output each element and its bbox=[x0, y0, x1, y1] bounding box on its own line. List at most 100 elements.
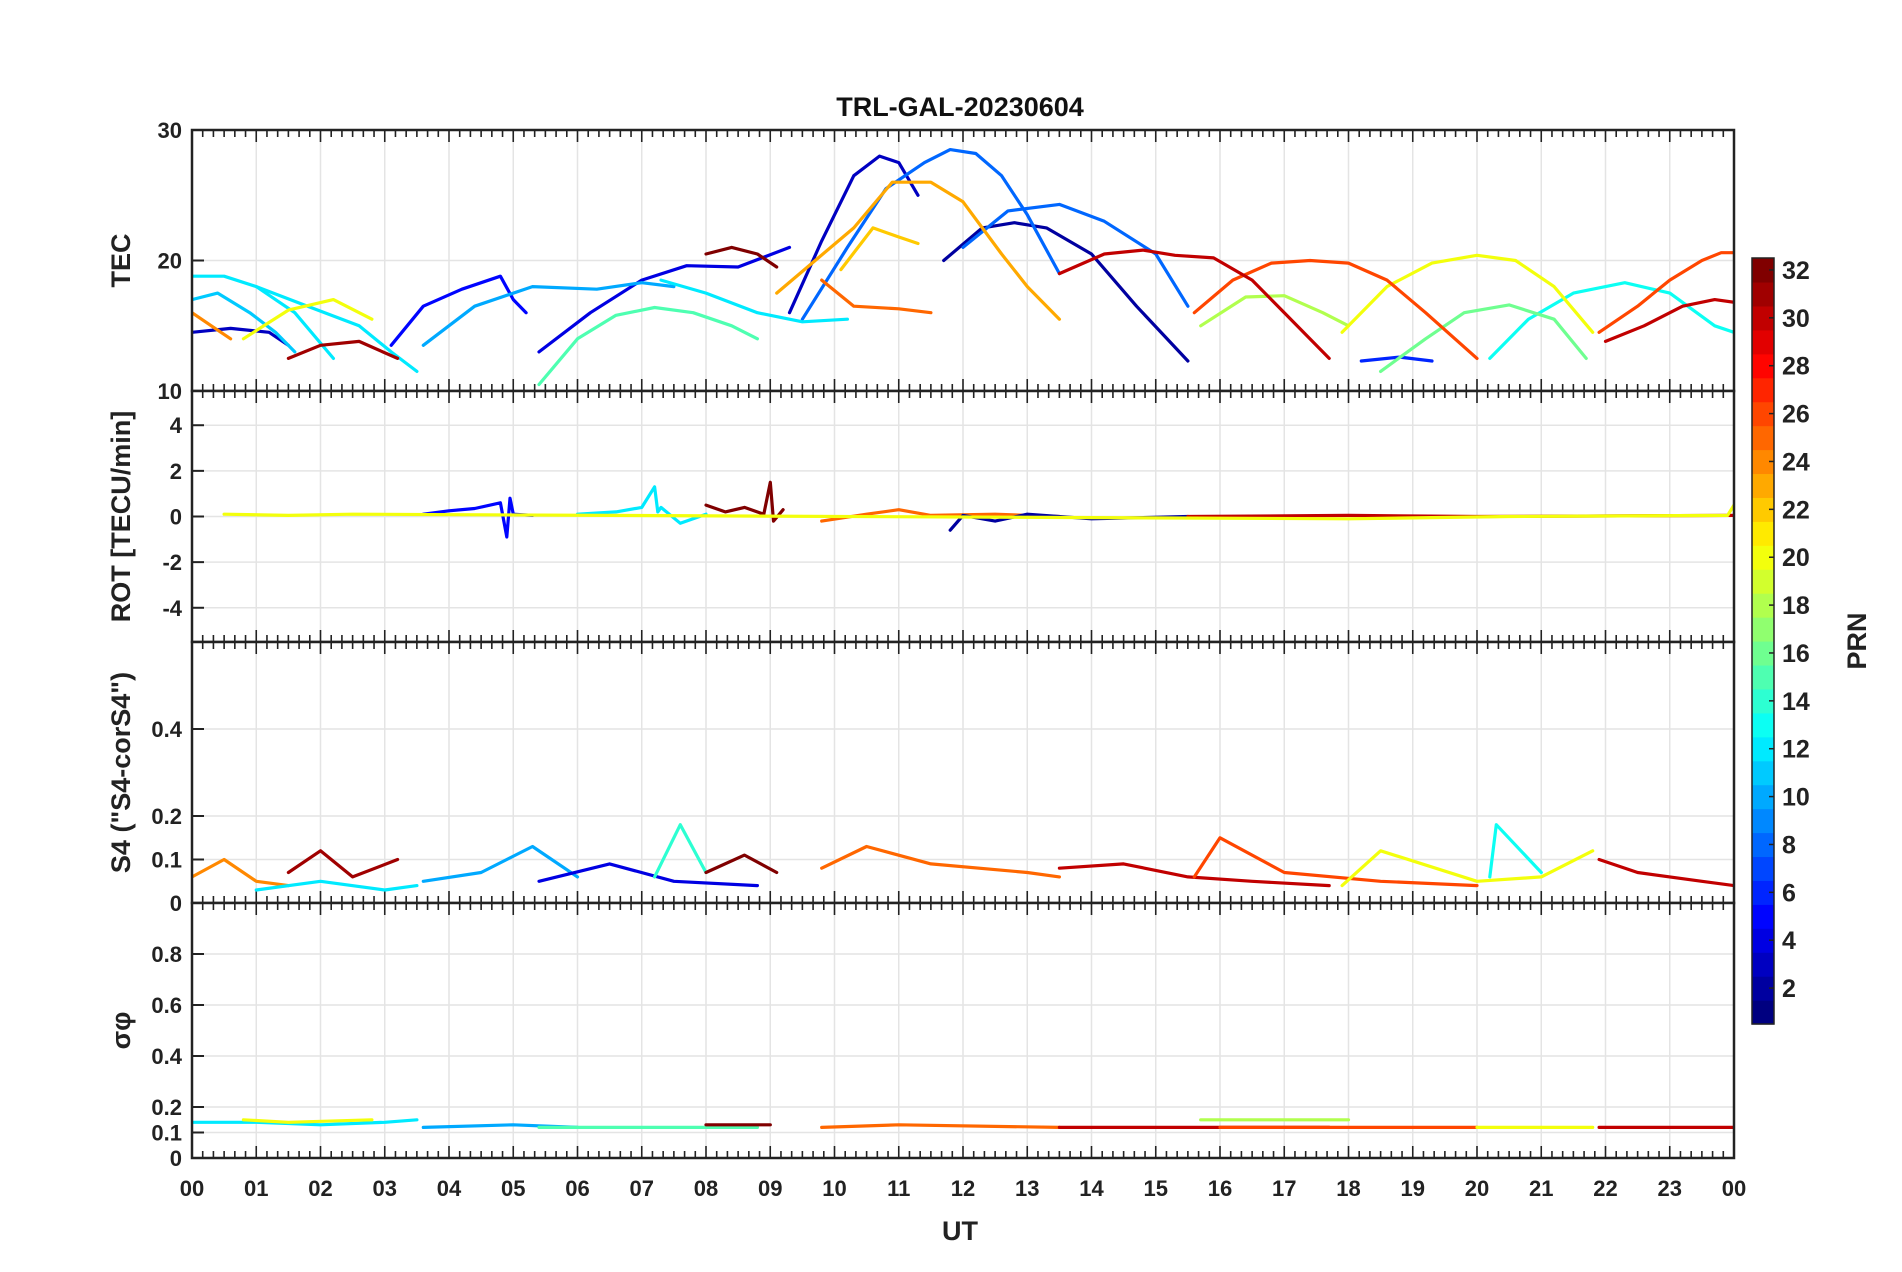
x-tick-label: 01 bbox=[244, 1176, 268, 1201]
x-tick-label: 06 bbox=[565, 1176, 589, 1201]
panel-s4-series bbox=[192, 823, 1734, 892]
y-tick-label: 0.1 bbox=[151, 1121, 182, 1146]
series-line-prn-13 bbox=[1488, 823, 1543, 879]
colorbar-bin bbox=[1752, 952, 1774, 977]
y-tick-label: -4 bbox=[162, 596, 182, 621]
series-line-prn-12 bbox=[192, 1118, 419, 1127]
x-tick-label: 11 bbox=[887, 1176, 910, 1201]
colorbar-bin bbox=[1752, 904, 1774, 929]
colorbar-tick-label: 26 bbox=[1782, 401, 1810, 429]
x-tick-label: 17 bbox=[1272, 1176, 1296, 1201]
y-tick-label: 2 bbox=[170, 459, 182, 484]
colorbar-frame bbox=[1751, 257, 1775, 1025]
y-tick-label: 0 bbox=[170, 1146, 182, 1171]
colorbar-tick-label: 24 bbox=[1782, 448, 1810, 476]
colorbar-tick-label: 12 bbox=[1782, 736, 1810, 764]
series-line-prn-23 bbox=[775, 180, 1062, 321]
series-line-prn-31 bbox=[286, 339, 400, 360]
series-line-prn-12 bbox=[575, 485, 708, 525]
panel-s4: 0 0.1 0.2 0.4 S4 ("S4-corS4") bbox=[106, 640, 1736, 916]
x-tick-label: 13 bbox=[1015, 1176, 1039, 1201]
y-axis-title-rot: ROT [TECU/min] bbox=[106, 411, 136, 622]
x-axis-title: UT bbox=[942, 1216, 978, 1246]
x-tick-label: 07 bbox=[630, 1176, 654, 1201]
y-tick-label: 0.2 bbox=[151, 804, 182, 829]
colorbar-bin bbox=[1752, 784, 1774, 810]
series-line-prn-24 bbox=[192, 311, 233, 341]
colorbar-bin bbox=[1752, 832, 1774, 858]
series-line-prn-30 bbox=[1603, 298, 1734, 343]
colorbar-bin bbox=[1752, 736, 1774, 762]
series-line-prn-32 bbox=[704, 245, 779, 269]
colorbar-bin bbox=[1752, 258, 1774, 283]
series-line-prn-8 bbox=[961, 202, 1190, 308]
series-line-prn-26 bbox=[1192, 258, 1479, 360]
x-tick-label: 14 bbox=[1079, 1176, 1104, 1201]
colorbar-bin bbox=[1752, 712, 1774, 738]
series-line-prn-16 bbox=[1378, 303, 1588, 373]
colorbar-tick-label: 30 bbox=[1782, 305, 1810, 333]
series-line-prn-20 bbox=[241, 1118, 374, 1124]
colorbar-bin bbox=[1752, 497, 1774, 522]
series-line-prn-14 bbox=[652, 823, 708, 879]
colorbar-tick-label: 10 bbox=[1782, 784, 1810, 812]
series-line-prn-8 bbox=[800, 148, 1062, 321]
x-tick-label: 12 bbox=[951, 1176, 975, 1201]
panel-sigma-frame bbox=[190, 901, 1736, 1160]
colorbar-tick-label: 14 bbox=[1782, 688, 1810, 716]
panel-tec: 10 20 30 TEC bbox=[106, 118, 1736, 404]
series-line-prn-24 bbox=[192, 857, 290, 888]
colorbar-tick-label: 28 bbox=[1782, 353, 1810, 381]
series-line-prn-25 bbox=[820, 844, 1062, 879]
colorbar-tick-label: 18 bbox=[1782, 592, 1810, 620]
series-line-prn-4 bbox=[537, 862, 760, 888]
series-line-prn-26 bbox=[1192, 836, 1479, 888]
colorbar-tick-label: 4 bbox=[1782, 927, 1796, 955]
colorbar-bin bbox=[1752, 377, 1774, 403]
series-line-prn-4 bbox=[537, 245, 792, 354]
series-line-prn-5 bbox=[389, 274, 528, 347]
colorbar-bin bbox=[1752, 329, 1774, 355]
panel-sigma-series bbox=[192, 1118, 1734, 1130]
colorbar-bin bbox=[1752, 856, 1774, 881]
colorbar-bin bbox=[1752, 808, 1774, 834]
x-tick-label: 19 bbox=[1401, 1176, 1425, 1201]
x-tick-label: 23 bbox=[1658, 1176, 1682, 1201]
colorbar-bin bbox=[1752, 281, 1774, 307]
y-tick-label: 0.1 bbox=[151, 848, 182, 873]
colorbar-bin bbox=[1752, 353, 1774, 379]
colorbar-bin bbox=[1752, 760, 1774, 786]
series-line-prn-30 bbox=[1057, 862, 1331, 888]
y-tick-label: 4 bbox=[170, 413, 183, 438]
series-line-prn-10 bbox=[421, 281, 676, 347]
y-tick-label: 0 bbox=[170, 891, 182, 916]
panel-tec-series bbox=[192, 148, 1734, 387]
colorbar-tick-label: 20 bbox=[1782, 544, 1810, 572]
series-line-prn-32 bbox=[704, 480, 785, 523]
x-tick-label: 10 bbox=[822, 1176, 846, 1201]
x-tick-label: 21 bbox=[1529, 1176, 1553, 1201]
y-tick-label: -2 bbox=[162, 550, 182, 575]
x-tick-label: 15 bbox=[1144, 1176, 1168, 1201]
series-line-prn-20 bbox=[1340, 849, 1595, 888]
y-tick-label: 30 bbox=[158, 118, 182, 143]
x-tick-label: 22 bbox=[1593, 1176, 1617, 1201]
x-tick-labels: 00 01 02 03 04 05 06 07 08 09 10 11 12 13 14 15 16 17 18 19… bbox=[180, 1176, 1746, 1201]
colorbar-bin bbox=[1752, 425, 1774, 451]
x-tick-label: 05 bbox=[501, 1176, 525, 1201]
series-line-prn-12 bbox=[254, 285, 419, 373]
x-tick-label: 03 bbox=[373, 1176, 397, 1201]
series-line-prn-5 bbox=[421, 496, 535, 539]
x-tick-label: 00 bbox=[1722, 1176, 1746, 1201]
y-tick-label: 20 bbox=[158, 249, 182, 274]
x-tick-label: 00 bbox=[180, 1176, 204, 1201]
colorbar-bin bbox=[1752, 449, 1774, 475]
series-line-prn-3 bbox=[787, 154, 920, 315]
colorbar-bin bbox=[1752, 880, 1774, 905]
series-line-prn-12 bbox=[659, 278, 850, 324]
colorbar-bin bbox=[1752, 593, 1774, 618]
colorbar-bin bbox=[1752, 305, 1774, 331]
